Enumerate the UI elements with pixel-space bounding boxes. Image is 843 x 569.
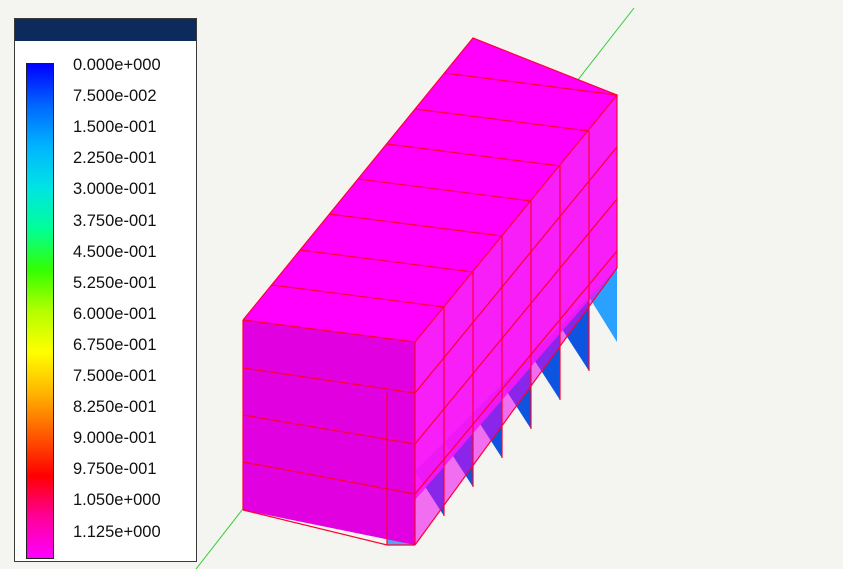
legend-label: 8.250e-001 [73,398,157,417]
legend-label: 3.000e-001 [73,180,157,199]
legend-label: 2.250e-001 [73,149,157,168]
front-face [243,320,415,545]
legend-label: 1.500e-001 [73,118,157,137]
legend-label: 7.500e-001 [73,367,157,385]
legend-label: 9.750e-001 [73,460,157,479]
mesh-edges [242,37,618,546]
legend-label: 1.125e+000 [73,522,161,541]
legend-label: 3.750e-001 [73,211,157,230]
legend-label: 0.000e+000 [73,56,161,74]
legend-color-bar [26,63,54,559]
legend-label: 1.050e+000 [73,491,161,510]
contour-legend: 0.000e+000 7.500e-002 1.500e-001 2.250e-001… [14,18,197,562]
legend-label: 5.250e-001 [73,273,157,292]
legend-title-bar[interactable] [15,19,196,41]
legend-label: 6.750e-001 [73,335,157,354]
legend-label: 9.000e-001 [73,429,157,448]
legend-label: 4.500e-001 [73,242,157,261]
legend-label: 7.500e-002 [73,87,157,106]
top-face [243,38,617,342]
legend-label: 6.000e-001 [73,304,157,323]
